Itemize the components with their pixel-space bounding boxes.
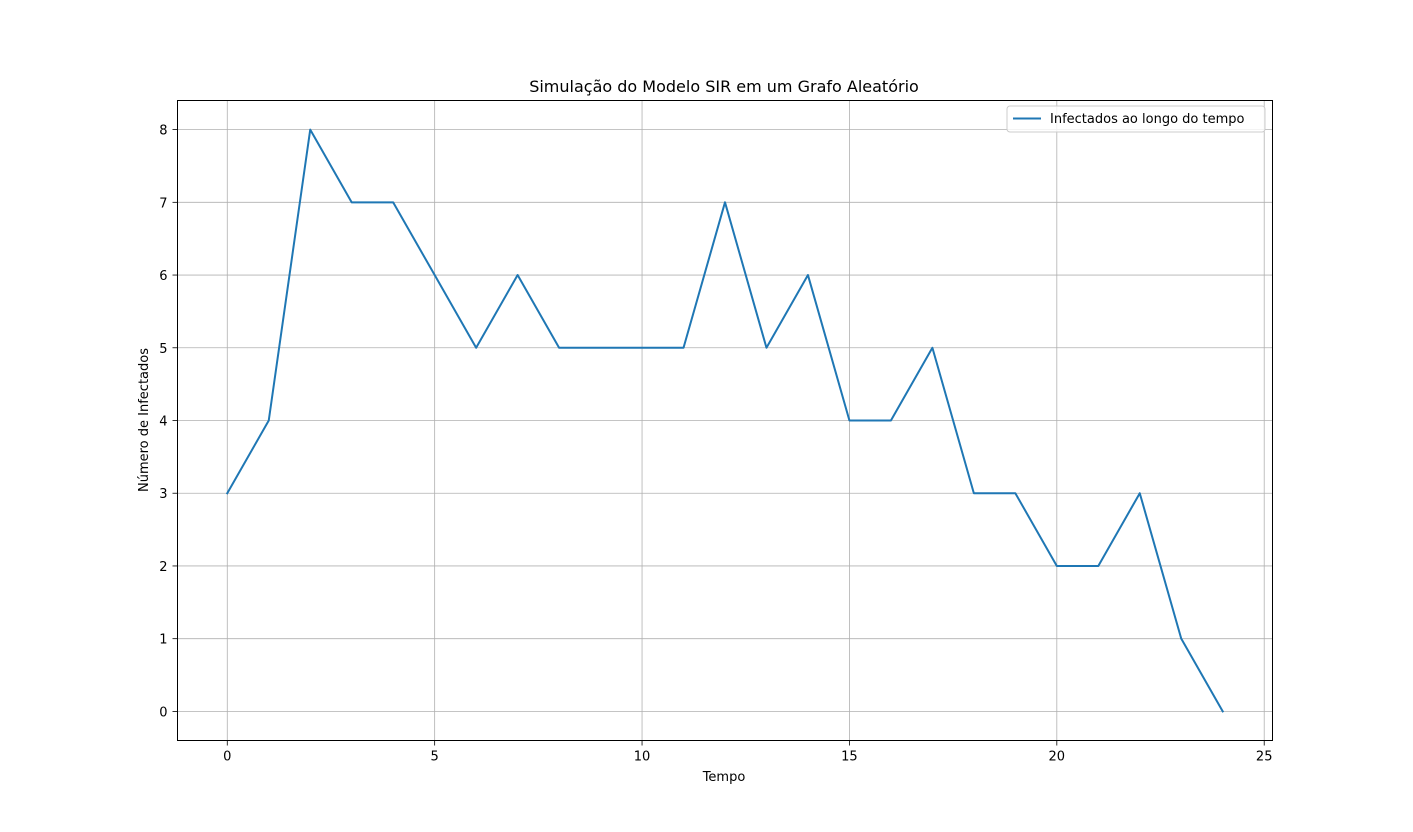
grid-layer [177,100,1273,741]
y-tick-label: 7 [159,196,167,211]
x-tick-label: 10 [634,750,651,765]
x-tick-label: 20 [1049,750,1066,765]
legend-box [1006,105,1266,133]
y-axis-label: Número de Infectados [137,348,152,492]
y-tick-label: 5 [159,342,167,357]
y-tick-label: 0 [159,705,167,720]
series-line-0 [225,128,1225,713]
x-tick-label: 5 [431,750,439,765]
series-layer [225,128,1225,713]
x-axis-label: Tempo [702,770,746,785]
x-tick-label: 0 [223,750,231,765]
legend-label: Infectados ao longo do tempo [1050,112,1245,127]
ticks-layer: 0 5 10 15 20 25 0 1 2 3 4 5 6 7 8 [159,124,1272,765]
y-tick-label: 2 [159,560,167,575]
y-tick-label: 1 [159,633,167,648]
y-tick-label: 3 [159,487,167,502]
legend: Infectados ao longo do tempo [1006,105,1266,133]
y-tick-label: 4 [159,415,167,430]
y-tick-label: 8 [159,124,167,139]
x-tick-label: 15 [841,750,858,765]
y-tick-label: 6 [159,269,167,284]
chart-title: Simulação do Modelo SIR em um Grafo Alea… [529,77,919,96]
x-tick-label: 25 [1256,750,1273,765]
